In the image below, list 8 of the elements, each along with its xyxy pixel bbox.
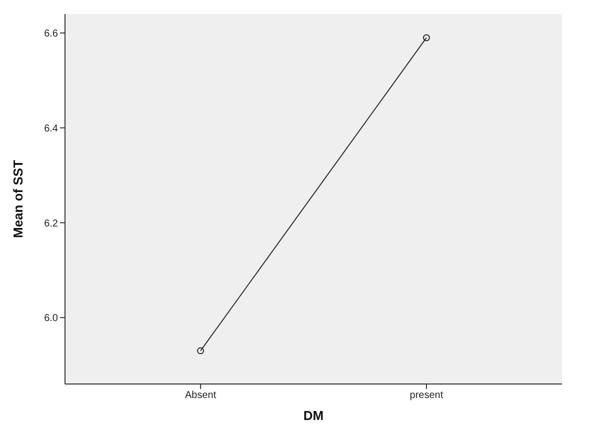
y-tick-label: 6.6: [44, 28, 58, 40]
y-tick-label: 6.4: [44, 123, 58, 134]
y-tick-label: 6.2: [44, 218, 58, 230]
x-tick-label: Absent: [184, 390, 216, 402]
y-axis-title: Mean of SST: [10, 160, 26, 238]
x-axis-title: DM: [303, 408, 324, 423]
x-tick-label: present: [410, 390, 444, 402]
y-tick-label: 6.0: [44, 313, 58, 324]
